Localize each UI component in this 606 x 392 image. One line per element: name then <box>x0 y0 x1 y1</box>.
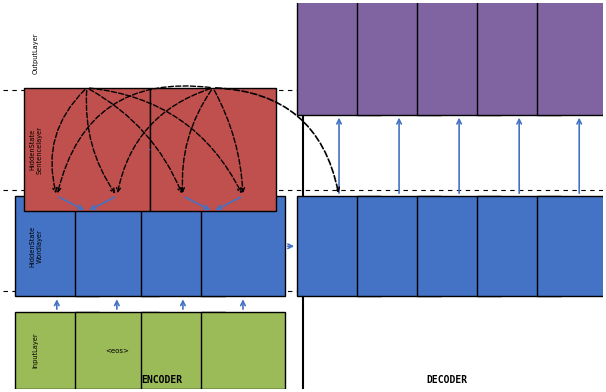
Bar <box>537 0 606 115</box>
Bar <box>24 88 150 211</box>
Bar <box>201 312 285 389</box>
Bar <box>297 0 381 115</box>
Bar <box>537 196 606 296</box>
Text: DECODER: DECODER <box>427 376 468 385</box>
Bar <box>417 196 501 296</box>
Bar <box>477 196 561 296</box>
Bar <box>477 0 561 115</box>
Text: InputLayer: InputLayer <box>33 333 39 368</box>
Bar <box>297 196 381 296</box>
Bar <box>75 196 159 296</box>
Text: OutputLayer: OutputLayer <box>33 32 39 74</box>
Bar <box>201 196 285 296</box>
Bar <box>141 312 225 389</box>
Bar <box>15 312 99 389</box>
Text: <eos>: <eos> <box>105 348 129 354</box>
Bar <box>150 88 276 211</box>
Bar <box>357 196 441 296</box>
Text: HiddenState
Sentencelayer: HiddenState Sentencelayer <box>29 125 42 174</box>
Bar <box>141 196 225 296</box>
Bar <box>357 0 441 115</box>
Bar <box>15 196 99 296</box>
Bar <box>417 0 501 115</box>
Text: ENCODER: ENCODER <box>141 376 182 385</box>
Text: HiddenState
Wordlayer: HiddenState Wordlayer <box>29 226 42 267</box>
Bar <box>75 312 159 389</box>
